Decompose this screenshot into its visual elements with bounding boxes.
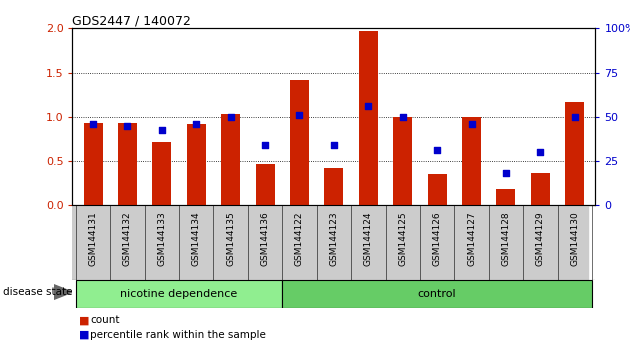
Text: GDS2447 / 140072: GDS2447 / 140072 xyxy=(72,14,192,27)
Text: GSM144126: GSM144126 xyxy=(433,211,442,266)
Text: ■: ■ xyxy=(79,330,89,339)
Text: GSM144131: GSM144131 xyxy=(89,211,98,266)
Text: GSM144129: GSM144129 xyxy=(536,211,545,266)
Bar xyxy=(462,117,481,205)
Text: GSM144135: GSM144135 xyxy=(226,211,235,266)
Text: GSM144133: GSM144133 xyxy=(158,211,166,266)
Point xyxy=(226,114,236,120)
Point xyxy=(192,121,202,127)
Text: GSM144132: GSM144132 xyxy=(123,211,132,266)
Text: GSM144136: GSM144136 xyxy=(261,211,270,266)
Bar xyxy=(76,280,282,308)
Point xyxy=(329,142,339,148)
Bar xyxy=(393,117,412,205)
Text: GSM144122: GSM144122 xyxy=(295,211,304,266)
Bar xyxy=(221,114,240,205)
Text: GSM144128: GSM144128 xyxy=(501,211,510,266)
Point xyxy=(294,112,304,118)
Point xyxy=(501,170,511,175)
Bar xyxy=(152,142,171,205)
Point xyxy=(364,103,374,109)
Text: ■: ■ xyxy=(79,315,89,325)
Bar xyxy=(290,80,309,205)
Bar xyxy=(118,123,137,205)
Polygon shape xyxy=(54,285,72,299)
Point xyxy=(398,114,408,120)
Text: GSM144123: GSM144123 xyxy=(329,211,338,266)
Point xyxy=(260,142,270,148)
Text: GSM144127: GSM144127 xyxy=(467,211,476,266)
Point xyxy=(157,127,167,133)
Bar xyxy=(282,280,592,308)
Bar xyxy=(531,172,550,205)
Text: GSM144125: GSM144125 xyxy=(398,211,407,266)
Bar xyxy=(84,123,103,205)
Text: control: control xyxy=(418,289,456,299)
Bar xyxy=(256,164,275,205)
Point xyxy=(122,123,132,129)
Bar xyxy=(324,168,343,205)
Point xyxy=(536,149,546,155)
Point xyxy=(466,121,476,127)
Text: GSM144124: GSM144124 xyxy=(364,211,373,266)
Text: percentile rank within the sample: percentile rank within the sample xyxy=(90,330,266,339)
Point xyxy=(570,114,580,120)
Text: GSM144134: GSM144134 xyxy=(192,211,201,266)
Bar xyxy=(187,124,206,205)
Bar xyxy=(359,31,378,205)
Bar xyxy=(428,175,447,205)
Bar xyxy=(565,102,584,205)
Bar xyxy=(496,189,515,205)
Text: nicotine dependence: nicotine dependence xyxy=(120,289,238,299)
Point xyxy=(432,147,442,152)
Text: disease state: disease state xyxy=(3,287,72,297)
Point xyxy=(88,121,98,127)
Text: GSM144130: GSM144130 xyxy=(570,211,579,266)
Text: count: count xyxy=(90,315,120,325)
